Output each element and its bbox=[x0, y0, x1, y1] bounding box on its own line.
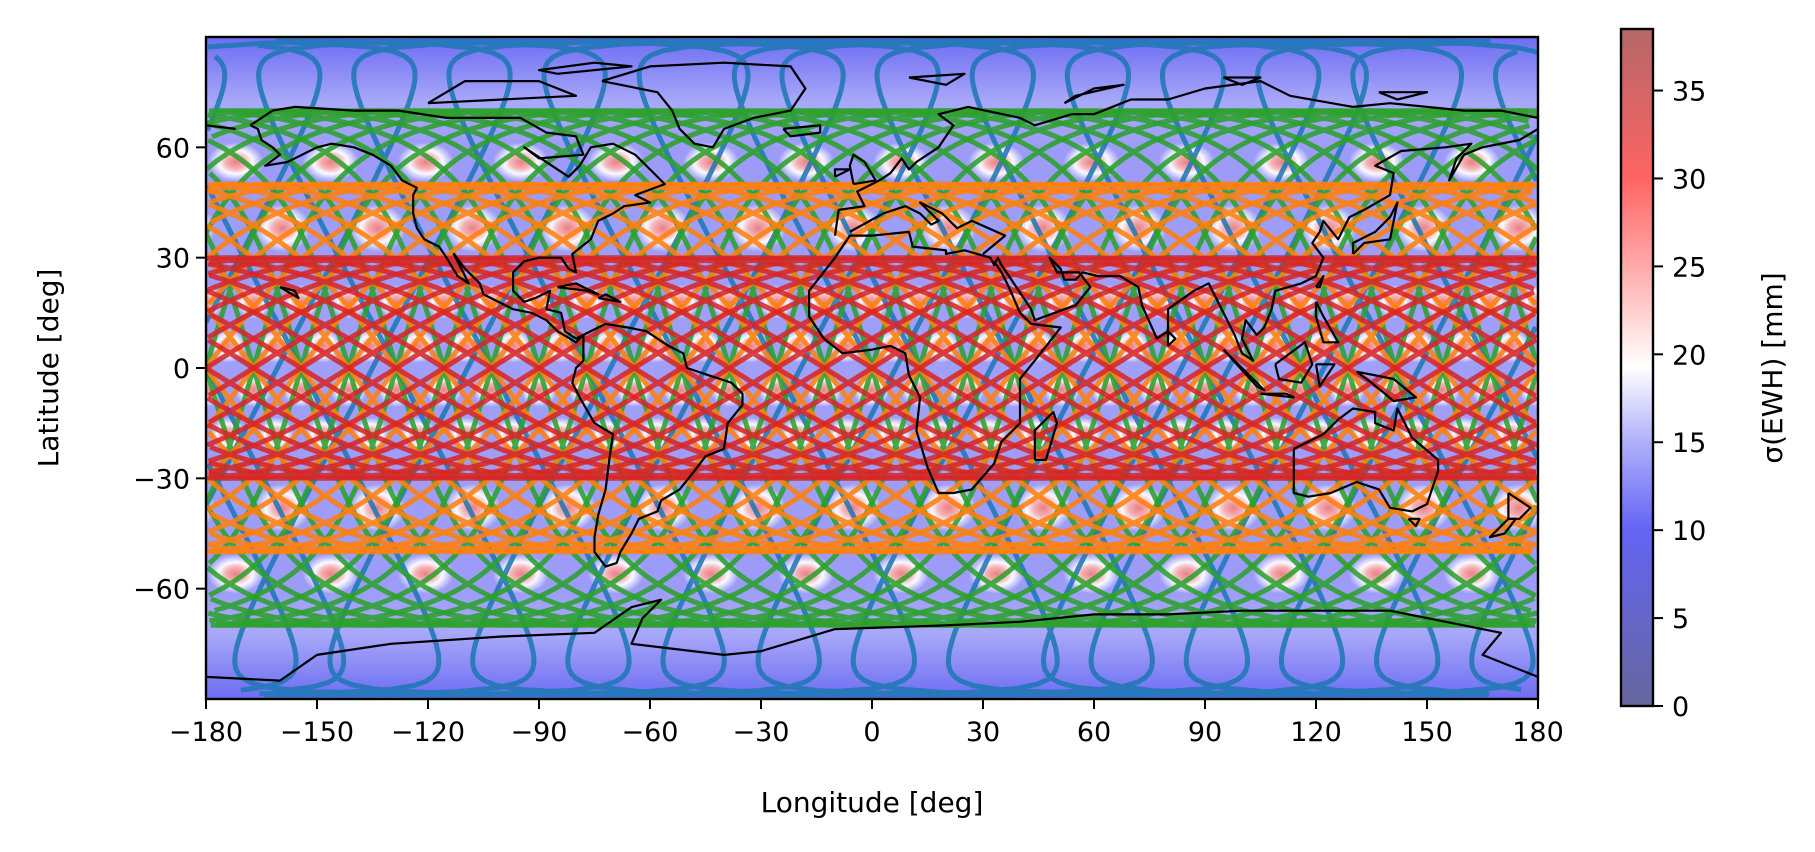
x-tick-label: −150 bbox=[280, 717, 354, 748]
coastline bbox=[537, 61, 633, 75]
colorbar-tick-label: 30 bbox=[1672, 164, 1706, 195]
y-tick-label: 60 bbox=[156, 133, 190, 164]
coastline bbox=[808, 127, 1538, 495]
colorbar-tick-label: 5 bbox=[1672, 604, 1689, 635]
colorbar-label: σ(EWH) [mm] bbox=[1756, 272, 1789, 463]
coastline bbox=[782, 124, 822, 138]
x-tick-label: 0 bbox=[863, 717, 880, 748]
coastline bbox=[833, 168, 851, 178]
coastline bbox=[427, 80, 578, 105]
coastline bbox=[557, 282, 600, 296]
colorbar-tick-label: 25 bbox=[1672, 252, 1706, 283]
coastline bbox=[1314, 363, 1336, 388]
coastline bbox=[206, 598, 1538, 682]
y-tick-label: −60 bbox=[133, 575, 190, 606]
coastline bbox=[1407, 517, 1421, 528]
x-tick-label: 60 bbox=[1077, 717, 1111, 748]
y-tick-label: −30 bbox=[133, 464, 190, 495]
coastline bbox=[1356, 370, 1417, 403]
coastline bbox=[833, 80, 1538, 236]
coastline bbox=[206, 124, 236, 130]
coastline bbox=[1063, 83, 1125, 105]
x-tick-label: 90 bbox=[1188, 717, 1222, 748]
x-axis-ticks: −180 −150 −120 −90 −60 −30 0 30 60 90 120 150 180 bbox=[169, 699, 1564, 748]
y-tick-label: 30 bbox=[156, 244, 190, 275]
coastline bbox=[1222, 348, 1266, 392]
coastline bbox=[597, 293, 622, 303]
x-tick-label: 180 bbox=[1512, 717, 1564, 748]
coastline bbox=[1351, 201, 1399, 255]
coastline bbox=[601, 61, 807, 149]
y-tick-label: 0 bbox=[173, 354, 190, 385]
y-axis-label: Latitude [deg] bbox=[32, 269, 65, 468]
coastline bbox=[249, 105, 666, 344]
coastline bbox=[1315, 275, 1325, 289]
x-tick-label: −30 bbox=[733, 717, 790, 748]
coastline bbox=[1260, 392, 1295, 399]
x-tick-label: 30 bbox=[966, 717, 1000, 748]
coastline bbox=[849, 201, 1007, 255]
colorbar: 0 5 10 15 20 25 30 35 σ(EWH) [mm] bbox=[1619, 27, 1789, 723]
coastline bbox=[571, 322, 744, 568]
colorbar-tick-label: 35 bbox=[1672, 77, 1706, 108]
coastline bbox=[1166, 330, 1177, 347]
coastline bbox=[1033, 411, 1059, 461]
map-axes: −180 −150 −120 −90 −60 −30 0 30 60 90 120 150 180 60… bbox=[32, 35, 1564, 819]
colorbar-tick-label: 0 bbox=[1672, 692, 1689, 723]
x-tick-label: 120 bbox=[1290, 717, 1342, 748]
x-tick-label: −90 bbox=[511, 717, 568, 748]
coastlines bbox=[206, 61, 1538, 682]
coastline bbox=[1314, 301, 1340, 344]
coastline bbox=[1378, 91, 1429, 101]
x-axis-label: Longitude [deg] bbox=[761, 786, 984, 819]
coastline bbox=[1223, 76, 1262, 86]
coastline bbox=[279, 286, 300, 300]
x-tick-label: −120 bbox=[391, 717, 465, 748]
x-tick-label: 150 bbox=[1401, 717, 1453, 748]
coastline bbox=[1507, 492, 1532, 520]
x-tick-label: −180 bbox=[169, 717, 243, 748]
coastline bbox=[1292, 407, 1440, 513]
y-axis-ticks: 60 30 0 −30 −60 bbox=[133, 133, 206, 606]
colorbar-tick-label: 15 bbox=[1672, 428, 1706, 459]
ground-track bbox=[206, 255, 1538, 481]
colorbar-gradient bbox=[1619, 27, 1655, 708]
coastline bbox=[908, 72, 966, 86]
colorbar-tick-label: 20 bbox=[1672, 340, 1706, 371]
colorbar-tick-label: 10 bbox=[1672, 516, 1706, 547]
colorbar-ticks: 0 5 10 15 20 25 30 35 bbox=[1653, 77, 1706, 723]
coastline bbox=[1274, 341, 1314, 384]
coastline bbox=[1488, 517, 1517, 539]
x-tick-label: −60 bbox=[622, 717, 679, 748]
